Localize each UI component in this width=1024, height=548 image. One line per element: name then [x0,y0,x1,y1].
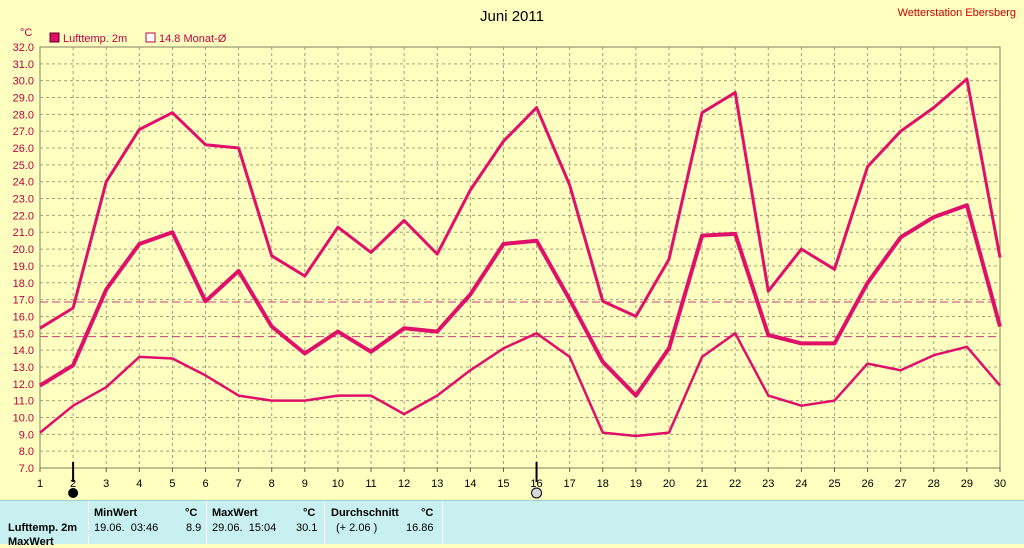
y-tick-label: 27.0 [13,126,34,138]
x-tick-label: 25 [828,478,840,490]
y-tick-label: 11.0 [13,396,34,408]
max-value: 30.1 [296,522,318,534]
y-tick-label: 12.0 [13,379,34,391]
y-tick-label: 23.0 [13,194,34,206]
legend-label-series: Lufttemp. 2m [63,33,127,45]
series-line-mean [38,203,1002,398]
x-tick-label: 8 [269,478,275,490]
y-tick-label: 10.0 [13,412,34,424]
y-tick-label: 21.0 [13,227,34,239]
x-tick-label: 30 [994,478,1006,490]
x-tick-label: 9 [302,478,308,490]
station-name: Wetterstation Ebersberg [898,7,1016,19]
y-tick-label: 20.0 [13,244,34,256]
max-date: 29.06. 15:04 [212,522,277,534]
series-line-min [39,332,1001,438]
x-tick-label: 3 [103,478,109,490]
min-header: MinWert [94,507,138,519]
y-unit-label: °C [20,27,32,39]
y-tick-label: 17.0 [13,295,34,307]
x-tick-label: 24 [795,478,807,490]
x-tick-label: 23 [762,478,774,490]
stats-row-label: Lufttemp. 2m [8,522,78,534]
chart-title: Juni 2011 [480,8,544,25]
series-lines [38,77,1002,438]
y-tick-label: 24.0 [13,177,34,189]
min-date: 19.06. 03:46 [94,522,159,534]
avg-header: Durchschnitt [331,507,399,519]
stats-row2-label: MaxWert [8,536,54,548]
x-tick-label: 1 [37,478,43,490]
legend: Lufttemp. 2m 14.8 Monat-Ø [49,32,227,45]
x-tick-label: 27 [895,478,907,490]
day-markers [68,462,543,499]
max-header: MaxWert [212,507,258,519]
x-tick-label: 10 [332,478,344,490]
series-line-max [39,77,1002,330]
x-tick-label: 7 [236,478,242,490]
x-tick-label: 15 [497,478,509,490]
legend-swatch-open [145,32,156,43]
x-tick-label: 16 [530,478,542,490]
x-tick-label: 18 [597,478,609,490]
y-tick-label: 16.0 [13,311,34,323]
x-tick-label: 12 [398,478,410,490]
min-value: 8.9 [186,522,202,534]
y-tick-label: 8.0 [19,446,34,458]
legend-label-average: 14.8 Monat-Ø [159,33,227,45]
statistics-panel: Lufttemp. 2m MaxWert MinWert °C 19.06. 0… [0,500,1024,548]
y-tick-label: 7.0 [19,463,34,475]
avg-delta: (+ 2.06 ) [336,522,378,534]
y-tick-label: 32.0 [13,42,34,54]
y-tick-label: 22.0 [13,210,34,222]
y-tick-label: 26.0 [13,143,34,155]
max-unit: °C [303,507,316,519]
y-tick-label: 9.0 [19,429,34,441]
y-tick-label: 31.0 [13,59,34,71]
x-tick-label: 28 [928,478,940,490]
x-tick-label: 17 [564,478,576,490]
grid [39,46,1001,472]
x-tick-label: 6 [202,478,208,490]
avg-value: 16.86 [406,522,434,534]
x-tick-labels: 1 2 3 4 5 6 7 8 9 10 11 12 13 14 15 16 17 18 19 20 21 22 23 24 2… [37,478,1006,490]
x-tick-label: 22 [729,478,741,490]
y-tick-label: 29.0 [13,93,34,105]
day-marker-open [531,487,543,499]
x-tick-label: 13 [431,478,443,490]
y-tick-labels: 7.0 8.0 9.0 10.0 11.0 12.0 13.0 14.0 15.0 16.0 17.… [13,42,34,475]
y-tick-label: 14.0 [13,345,34,357]
x-tick-label: 19 [630,478,642,490]
min-unit: °C [185,507,198,519]
x-tick-label: 11 [365,478,376,490]
x-tick-label: 26 [861,478,873,490]
y-tick-label: 28.0 [13,109,34,121]
day-marker-filled [68,488,79,498]
x-tick-label: 20 [663,478,675,490]
temperature-chart: Juni 2011 Wetterstation Ebersberg Luftte… [13,7,1016,499]
x-tick-label: 4 [136,478,142,490]
x-tick-label: 14 [464,478,476,490]
y-tick-label: 15.0 [13,328,34,340]
y-tick-label: 13.0 [13,362,34,374]
legend-swatch-filled [49,32,60,43]
y-tick-label: 19.0 [13,261,34,273]
x-tick-label: 29 [961,478,973,490]
avg-unit: °C [421,507,434,519]
y-tick-label: 30.0 [13,76,34,88]
y-tick-label: 25.0 [13,160,34,172]
y-tick-label: 18.0 [13,278,34,290]
x-tick-label: 2 [70,478,76,490]
x-tick-label: 21 [696,478,708,490]
x-tick-label: 5 [169,478,175,490]
